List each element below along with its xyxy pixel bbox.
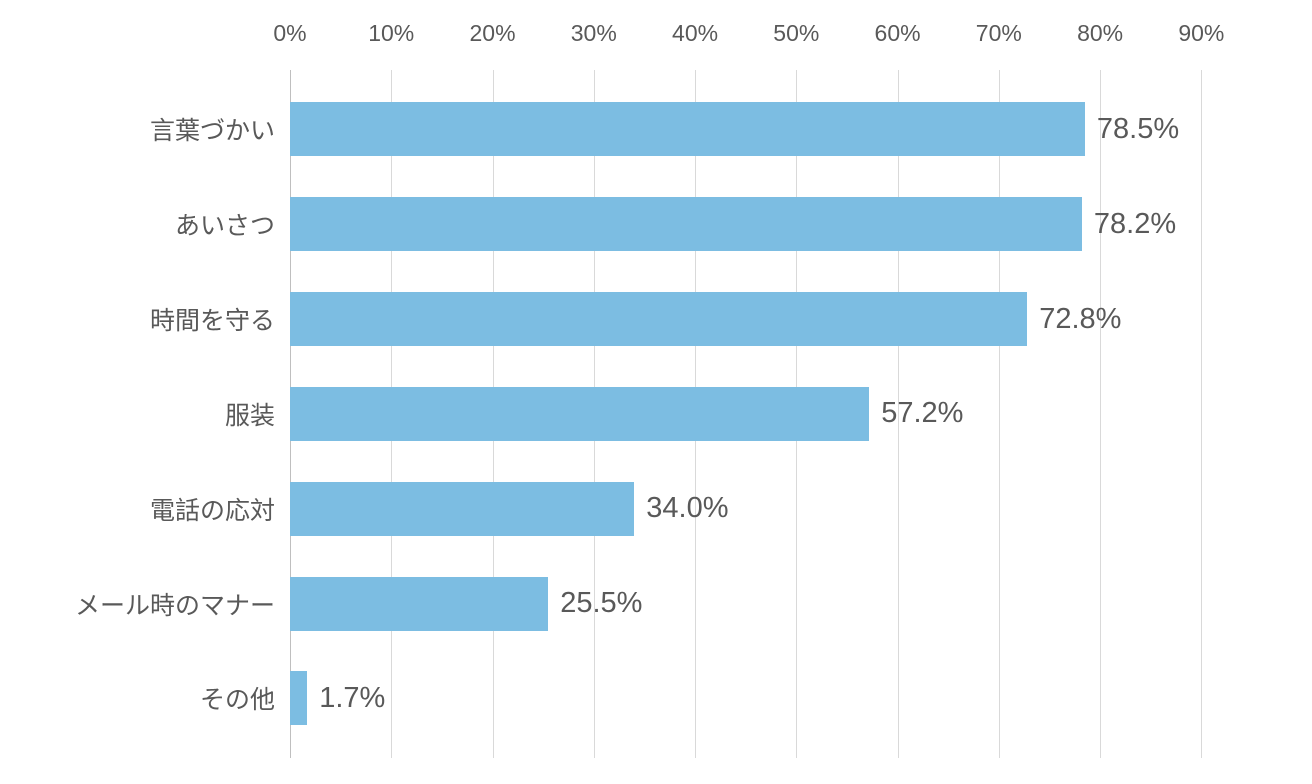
- bars: 78.5% 78.2% 72.8% 57.2% 34.0% 25.5% 1.7%: [290, 70, 1252, 758]
- bar-row: 57.2%: [290, 387, 1252, 441]
- bar-value-label: 78.5%: [1097, 113, 1179, 146]
- bar: [290, 577, 548, 631]
- bar: [290, 387, 869, 441]
- category-label: 服装: [30, 387, 275, 441]
- x-axis-tick: 0%: [273, 20, 306, 47]
- category-label: メール時のマナー: [30, 577, 275, 631]
- category-label: 電話の応対: [30, 482, 275, 536]
- x-axis-tick: 70%: [976, 20, 1022, 47]
- bar-row: 78.2%: [290, 197, 1252, 251]
- x-axis-tick: 30%: [571, 20, 617, 47]
- category-label: 時間を守る: [30, 292, 275, 346]
- x-axis-tick: 40%: [672, 20, 718, 47]
- bar-value-label: 72.8%: [1039, 303, 1121, 336]
- bar: [290, 482, 634, 536]
- bar-value-label: 34.0%: [646, 492, 728, 525]
- bar-value-label: 25.5%: [560, 587, 642, 620]
- bar: [290, 292, 1027, 346]
- chart-container: 0% 10% 20% 30% 40% 50% 60% 70% 80% 90% 言葉づかいあいさつ時…: [30, 10, 1282, 774]
- bar-row: 34.0%: [290, 482, 1252, 536]
- bar-value-label: 78.2%: [1094, 208, 1176, 241]
- category-label: その他: [30, 671, 275, 725]
- bar-value-label: 57.2%: [881, 397, 963, 430]
- category-label: あいさつ: [30, 197, 275, 251]
- plot-area: 78.5% 78.2% 72.8% 57.2% 34.0% 25.5% 1.7%: [290, 70, 1252, 758]
- bar-row: 1.7%: [290, 671, 1252, 725]
- x-axis-tick: 50%: [773, 20, 819, 47]
- x-axis-labels: 0%10%20%30%40%50%60%70%80%90%: [290, 20, 1252, 60]
- bar-value-label: 1.7%: [319, 682, 385, 715]
- x-axis-tick: 60%: [875, 20, 921, 47]
- bar: [290, 671, 307, 725]
- x-axis-tick: 80%: [1077, 20, 1123, 47]
- category-label: 言葉づかい: [30, 102, 275, 156]
- bar: [290, 197, 1082, 251]
- x-axis-tick: 20%: [469, 20, 515, 47]
- bar-row: 72.8%: [290, 292, 1252, 346]
- bar: [290, 102, 1085, 156]
- x-axis-tick: 90%: [1178, 20, 1224, 47]
- bar-row: 78.5%: [290, 102, 1252, 156]
- category-labels: 言葉づかいあいさつ時間を守る服装電話の応対メール時のマナーその他: [30, 70, 275, 758]
- bar-row: 25.5%: [290, 577, 1252, 631]
- x-axis-tick: 10%: [368, 20, 414, 47]
